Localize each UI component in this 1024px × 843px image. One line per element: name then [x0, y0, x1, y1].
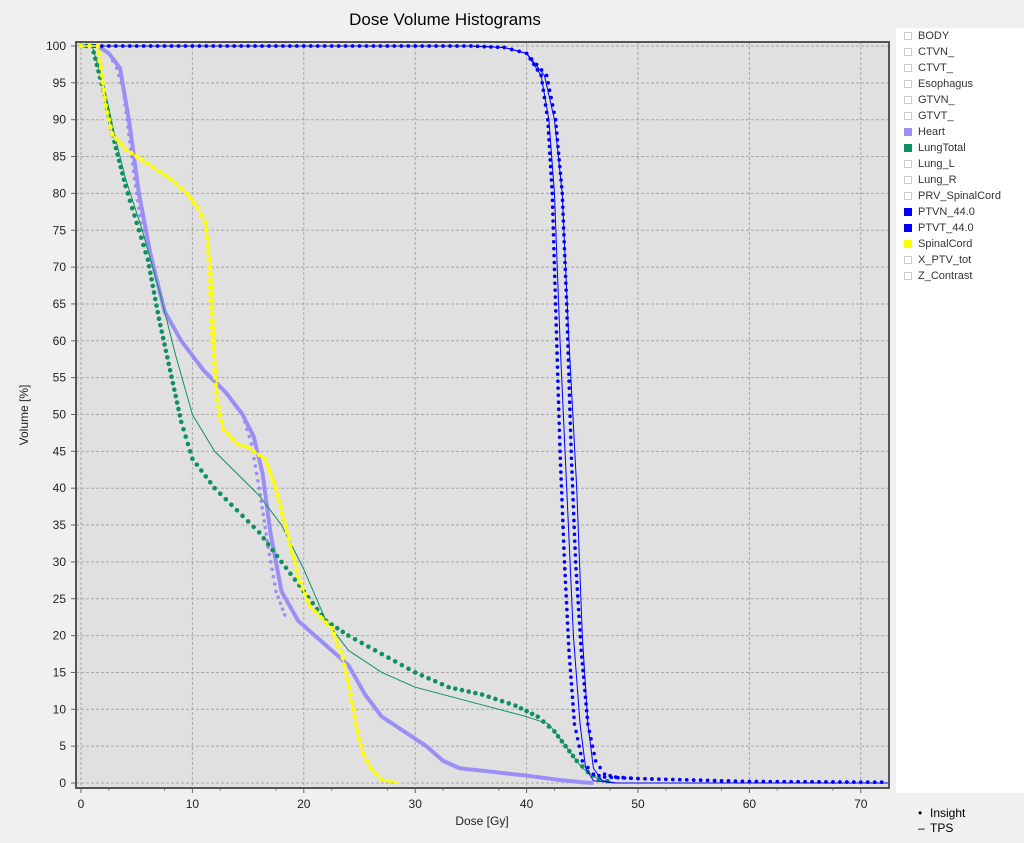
legend-item-lungtotal[interactable]: LungTotal: [896, 140, 1024, 156]
legend-item-spinalcord[interactable]: SpinalCord: [896, 236, 1024, 252]
legend-label: PTVN_44.0: [918, 206, 975, 218]
legend-swatch-icon: [904, 64, 912, 72]
svg-text:90: 90: [53, 113, 67, 127]
legend-swatch-icon: [904, 112, 912, 120]
legend-item-z-contrast[interactable]: Z_Contrast: [896, 268, 1024, 284]
legend-label: Esophagus: [918, 78, 974, 90]
svg-text:100: 100: [46, 39, 66, 53]
heart-tps--series: [81, 44, 594, 785]
svg-text:50: 50: [53, 408, 67, 422]
legend-item-esophagus[interactable]: Esophagus: [896, 76, 1024, 92]
legend-swatch-icon: [904, 48, 912, 56]
svg-text:5: 5: [59, 739, 66, 753]
legend-label: Lung_R: [918, 174, 957, 186]
svg-text:95: 95: [53, 76, 67, 90]
legend-label: Heart: [918, 126, 945, 138]
legend-swatch-icon: [904, 96, 912, 104]
svg-text:30: 30: [53, 555, 67, 569]
spinalcord-insight--series: [78, 43, 393, 784]
svg-text:50: 50: [631, 797, 645, 811]
legend-label: X_PTV_tot: [918, 254, 972, 266]
svg-text:35: 35: [53, 518, 67, 532]
legend-item-ptvt-44-0[interactable]: PTVT_44.0: [896, 220, 1024, 236]
svg-text:85: 85: [53, 150, 67, 164]
svg-text:60: 60: [743, 797, 757, 811]
legend-swatch-icon: [904, 144, 912, 152]
source-legend-tps: – TPS: [918, 821, 954, 835]
legend-swatch-icon: [904, 80, 912, 88]
axis-ticks: 0 10 20 30 40 50 60 70 0 5 10 15 20 25 30 35 40 45 50 55 60 6…: [46, 39, 868, 811]
structure-legend: BODY CTVN_ CTVT_ Esophagus GTVN_ GTVT_ Heart Lu…: [896, 28, 1024, 793]
source-legend: • Insight – TPS: [918, 806, 965, 836]
svg-text:0: 0: [78, 797, 85, 811]
data-series: [78, 43, 889, 785]
svg-text:15: 15: [53, 665, 67, 679]
svg-text:40: 40: [520, 797, 534, 811]
legend-label: LungTotal: [918, 142, 966, 154]
svg-text:30: 30: [409, 797, 423, 811]
svg-text:60: 60: [53, 334, 67, 348]
legend-swatch-icon: [904, 160, 912, 168]
legend-label: CTVT_: [918, 62, 953, 74]
svg-text:70: 70: [854, 797, 868, 811]
svg-text:45: 45: [53, 444, 67, 458]
svg-text:25: 25: [53, 592, 67, 606]
legend-item-heart[interactable]: Heart: [896, 124, 1024, 140]
legend-label: GTVT_: [918, 110, 954, 122]
svg-text:0: 0: [59, 776, 66, 790]
legend-item-gtvn-[interactable]: GTVN_: [896, 92, 1024, 108]
plot-area: 0 10 20 30 40 50 60 70 0 5 10 15 20 25 30 35 40 45 50 55 60 6…: [17, 39, 890, 828]
legend-item-gtvt-[interactable]: GTVT_: [896, 108, 1024, 124]
legend-label: GTVN_: [918, 94, 955, 106]
dot-marker-icon: •: [918, 806, 923, 820]
svg-text:20: 20: [297, 797, 311, 811]
plot-frame: [75, 41, 890, 789]
svg-text:10: 10: [186, 797, 200, 811]
legend-swatch-icon: [904, 32, 912, 40]
ptvt-44-0-insight--series: [79, 44, 884, 785]
legend-item-prv-spinalcord[interactable]: PRV_SpinalCord: [896, 188, 1024, 204]
source-legend-insight: • Insight: [918, 806, 966, 820]
svg-text:65: 65: [53, 297, 67, 311]
svg-text:75: 75: [53, 223, 67, 237]
legend-label: Z_Contrast: [918, 270, 973, 282]
legend-label: SpinalCord: [918, 238, 973, 250]
svg-text:40: 40: [53, 481, 67, 495]
x-axis-label: Dose [Gy]: [455, 814, 508, 828]
legend-label: PRV_SpinalCord: [918, 190, 1001, 202]
svg-text:10: 10: [53, 702, 67, 716]
legend-swatch-icon: [904, 208, 912, 216]
svg-text:80: 80: [53, 186, 67, 200]
svg-text:55: 55: [53, 371, 67, 385]
svg-text:70: 70: [53, 260, 67, 274]
y-axis-label: Volume [%]: [17, 385, 31, 446]
grid-lines: [76, 42, 889, 788]
legend-label: CTVN_: [918, 46, 955, 58]
chart-title: Dose Volume Histograms: [349, 10, 541, 29]
legend-label: PTVT_44.0: [918, 222, 974, 234]
lungtotal-insight--series: [78, 43, 610, 784]
legend-item-ctvt-[interactable]: CTVT_: [896, 60, 1024, 76]
legend-item-ctvn-[interactable]: CTVN_: [896, 44, 1024, 60]
svg-text:20: 20: [53, 629, 67, 643]
legend-label: BODY: [918, 30, 950, 42]
dash-marker-icon: –: [918, 821, 925, 835]
legend-swatch-icon: [904, 192, 912, 200]
legend-swatch-icon: [904, 256, 912, 264]
legend-item-lung-l[interactable]: Lung_L: [896, 156, 1024, 172]
legend-item-ptvn-44-0[interactable]: PTVN_44.0: [896, 204, 1024, 220]
legend-item-body[interactable]: BODY: [896, 28, 1024, 44]
legend-item-lung-r[interactable]: Lung_R: [896, 172, 1024, 188]
legend-swatch-icon: [904, 224, 912, 232]
legend-item-x-ptv-tot[interactable]: X_PTV_tot: [896, 252, 1024, 268]
legend-swatch-icon: [904, 128, 912, 136]
legend-label: Lung_L: [918, 158, 955, 170]
legend-swatch-icon: [904, 272, 912, 280]
legend-swatch-icon: [904, 240, 912, 248]
legend-swatch-icon: [904, 176, 912, 184]
